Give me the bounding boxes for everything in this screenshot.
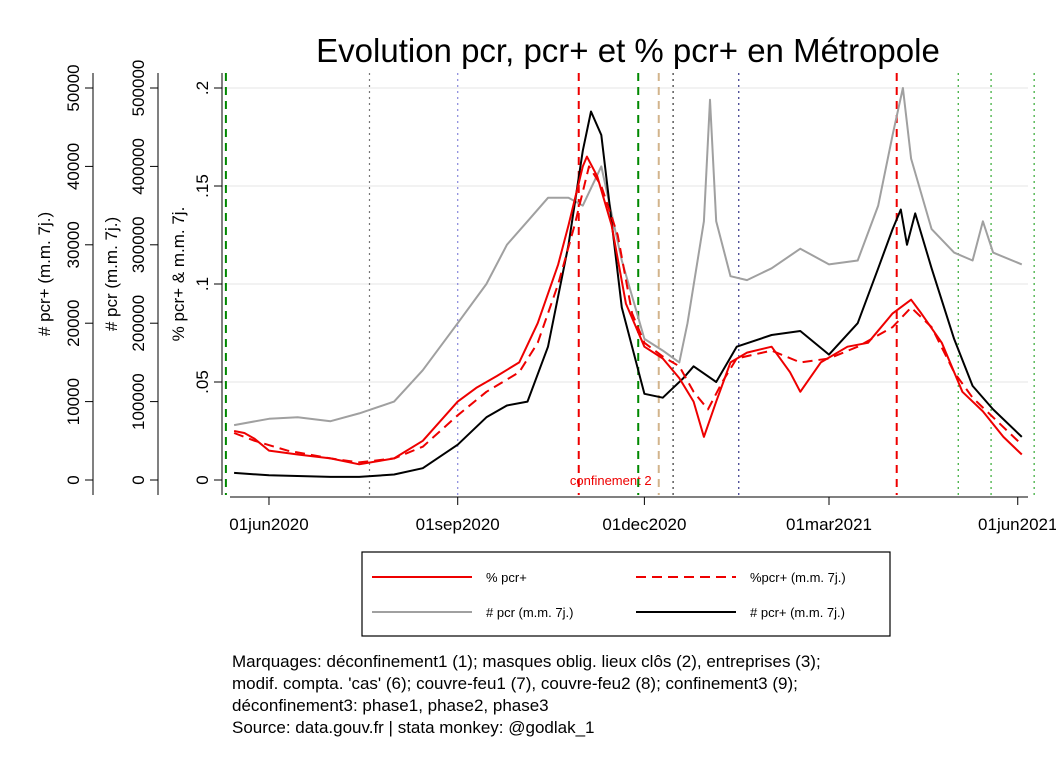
note-line-3: déconfinement3: phase1, phase2, phase3 bbox=[232, 696, 549, 715]
y-tick-label: 400000 bbox=[129, 138, 148, 195]
axes: 01jun2020 01sep2020 01dec2020 01mar2021 01ju… bbox=[35, 60, 1056, 534]
y-tick-label: 50000 bbox=[64, 64, 83, 111]
y-axis-label: # pcr (m.m. 7j.) bbox=[102, 217, 121, 331]
x-tick-label: 01mar2021 bbox=[786, 515, 872, 534]
annotation-lines: confinement 2 bbox=[224, 73, 1035, 495]
chart: confinement 2 01jun2020 01sep2020 01dec202… bbox=[35, 32, 1056, 637]
legend-label: # pcr (m.m. 7j.) bbox=[486, 605, 573, 620]
y-tick-label: .2 bbox=[193, 81, 212, 95]
y-tick-label: 0 bbox=[129, 475, 148, 484]
annotation-label: confinement 2 bbox=[570, 473, 652, 488]
y-tick-label: 20000 bbox=[64, 300, 83, 347]
series-lines bbox=[233, 87, 1023, 478]
legend-label: % pcr+ bbox=[486, 570, 527, 585]
series-line bbox=[234, 110, 1023, 478]
y-axis-label: % pcr+ & m.m. 7j. bbox=[169, 207, 188, 342]
y-tick-label: 0 bbox=[193, 475, 212, 484]
note-line-1: Marquages: déconfinement1 (1); masques o… bbox=[232, 652, 821, 671]
y-tick-label: 0 bbox=[64, 475, 83, 484]
y-tick-label: .05 bbox=[193, 370, 212, 394]
y-tick-label: 300000 bbox=[129, 216, 148, 273]
series-line bbox=[233, 155, 1023, 466]
y-tick-label: 100000 bbox=[129, 373, 148, 430]
y-axis-label: # pcr+ (m.m. 7j.) bbox=[35, 212, 54, 336]
series-line bbox=[233, 87, 1023, 427]
note-line-2: modif. compta. 'cas' (6); couvre-feu1 (7… bbox=[232, 674, 798, 693]
legend-label: %pcr+ (m.m. 7j.) bbox=[750, 570, 846, 585]
y-tick-label: 200000 bbox=[129, 295, 148, 352]
y-tick-label: 500000 bbox=[129, 60, 148, 117]
y-tick-label: .1 bbox=[193, 277, 212, 291]
series-line bbox=[233, 165, 1023, 464]
legend-label: # pcr+ (m.m. 7j.) bbox=[750, 605, 845, 620]
y-tick-label: 40000 bbox=[64, 143, 83, 190]
note-line-4: Source: data.gouv.fr | stata monkey: @go… bbox=[232, 718, 595, 737]
y-tick-label: .15 bbox=[193, 174, 212, 198]
legend: % pcr+ %pcr+ (m.m. 7j.) # pcr (m.m. 7j.) # … bbox=[361, 551, 891, 637]
grid-lines bbox=[220, 87, 1028, 383]
x-tick-label: 01dec2020 bbox=[602, 515, 686, 534]
x-tick-label: 01jun2021 bbox=[978, 515, 1056, 534]
legend-box bbox=[361, 551, 891, 637]
y-tick-label: 30000 bbox=[64, 221, 83, 268]
x-tick-label: 01jun2020 bbox=[229, 515, 308, 534]
y-tick-label: 10000 bbox=[64, 378, 83, 425]
x-tick-label: 01sep2020 bbox=[416, 515, 500, 534]
chart-title: Evolution pcr, pcr+ et % pcr+ en Métropo… bbox=[316, 32, 940, 69]
